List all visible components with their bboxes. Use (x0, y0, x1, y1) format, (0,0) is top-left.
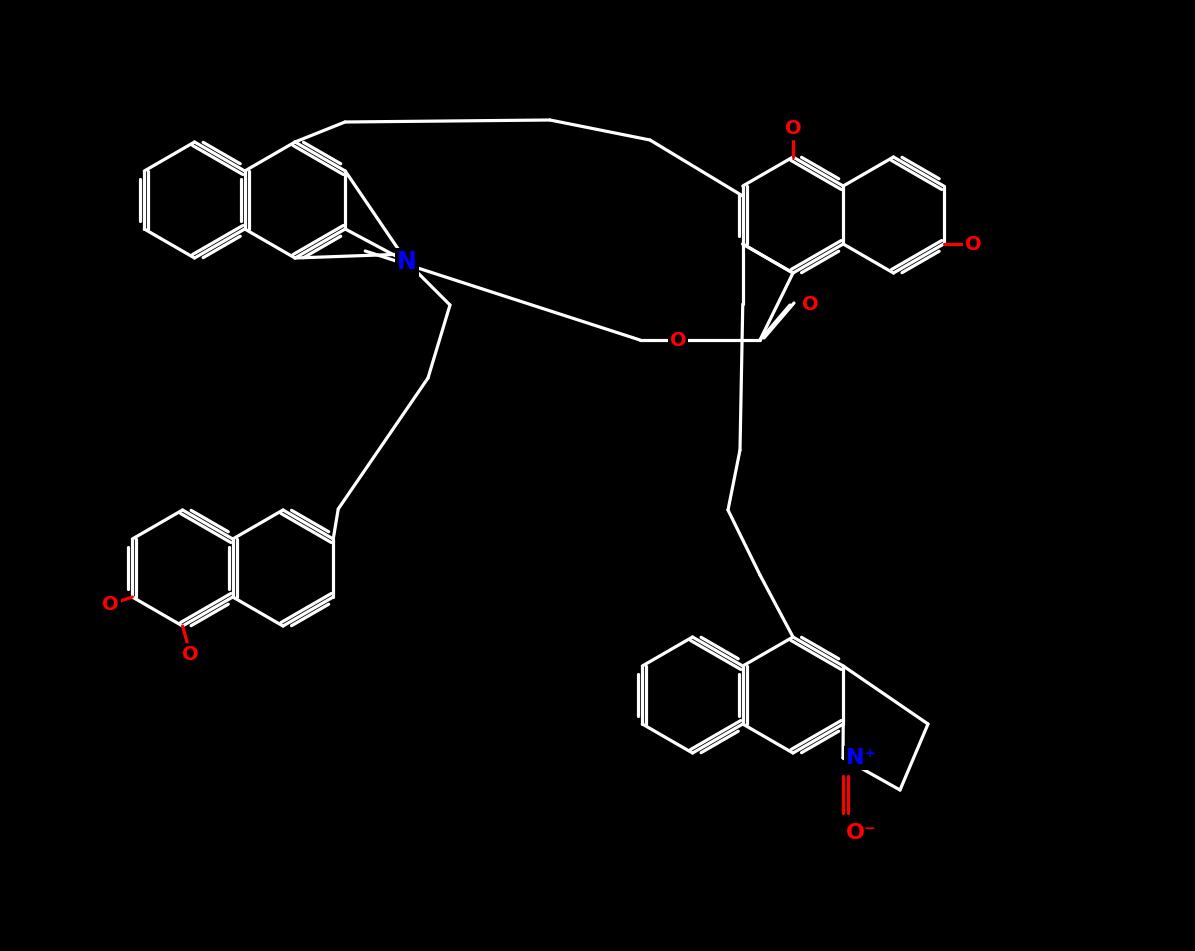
Text: O: O (182, 645, 198, 664)
Text: N: N (397, 250, 417, 274)
Text: N⁺: N⁺ (846, 748, 876, 768)
Text: O: O (785, 120, 802, 139)
Text: O⁻: O⁻ (846, 823, 876, 843)
Text: O: O (102, 595, 118, 614)
Text: O: O (669, 331, 686, 350)
Text: O: O (802, 296, 819, 315)
Text: O: O (966, 235, 982, 254)
